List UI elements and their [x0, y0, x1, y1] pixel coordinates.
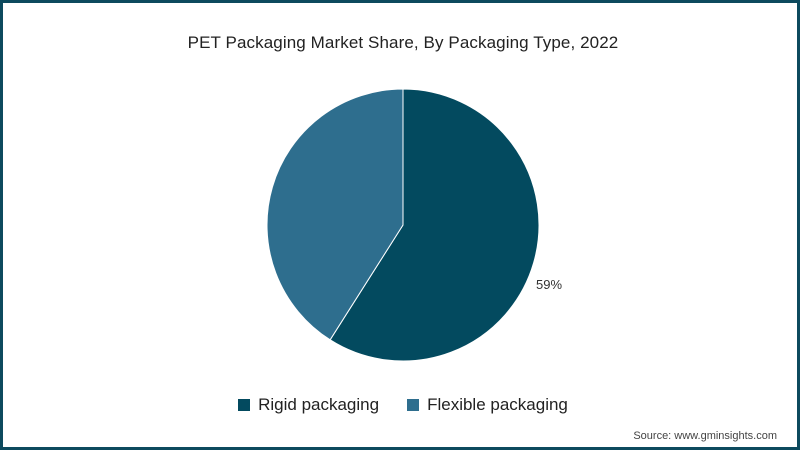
- pie-slice-flexible-packaging: [266, 88, 404, 341]
- legend-item-rigid: Rigid packaging: [238, 395, 379, 415]
- legend-label-rigid: Rigid packaging: [258, 395, 380, 414]
- pie-slice-rigid-packaging: [329, 88, 540, 362]
- rigid-share-label: 59%: [536, 277, 563, 292]
- legend-swatch-flexible: [407, 399, 420, 411]
- pie-chart: [266, 88, 540, 362]
- chart-title: PET Packaging Market Share, By Packaging…: [187, 33, 619, 52]
- source-note: Source: www.gminsights.com: [633, 430, 777, 442]
- legend-label-flexible: Flexible packaging: [427, 395, 568, 414]
- legend-item-flexible: Flexible packaging: [407, 395, 568, 415]
- legend-swatch-rigid: [238, 399, 251, 411]
- legend: Rigid packaging Flexible packaging: [3, 395, 797, 415]
